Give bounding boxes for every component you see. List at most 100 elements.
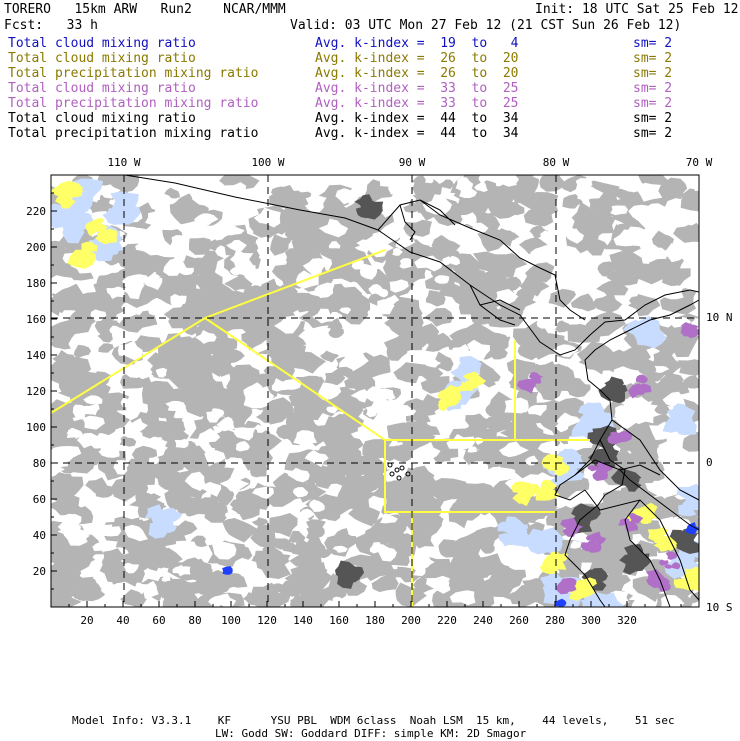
clear-gap — [570, 540, 582, 549]
clear-gap — [123, 524, 148, 542]
clear-gap — [554, 226, 568, 233]
gray-cloud-cell — [51, 528, 65, 540]
coastline — [584, 489, 700, 601]
gray-cloud-cell — [591, 291, 623, 313]
clear-gap — [211, 228, 232, 241]
dark-cloud-cell — [602, 384, 620, 397]
yellow-precip — [684, 566, 699, 580]
clear-gap — [271, 378, 292, 392]
gray-cloud-cell — [537, 361, 561, 377]
gray-cloud-cell — [328, 325, 344, 338]
x-tick-label: 260 — [509, 614, 529, 627]
gray-cloud-cell — [194, 293, 219, 310]
gray-cloud-cell — [529, 225, 549, 239]
clear-gap — [467, 446, 477, 453]
light-blue-cloud — [510, 531, 536, 548]
x-tick-label: 320 — [617, 614, 637, 627]
clear-gap — [637, 182, 663, 202]
clear-gap — [414, 255, 444, 272]
yellow-precip — [579, 582, 593, 592]
clear-gap — [247, 386, 275, 404]
light-blue-cloud — [678, 503, 697, 517]
clear-gap — [689, 181, 699, 191]
y-tick-label: 80 — [33, 457, 46, 470]
clear-gap — [202, 481, 222, 497]
purple-precip — [610, 431, 620, 437]
gray-cloud-cell — [473, 526, 502, 549]
clear-gap — [296, 180, 312, 193]
gray-cloud-cell — [190, 535, 208, 548]
clear-gap — [298, 328, 321, 345]
clear-gap — [412, 441, 441, 460]
footer-physics-info: LW: Godd SW: Goddard DIFF: simple KM: 2D… — [215, 727, 527, 740]
clear-gap — [296, 508, 315, 519]
clear-gap — [373, 288, 389, 298]
blue-cloud-core — [222, 566, 233, 575]
clear-gap — [175, 540, 197, 552]
yellow-precip — [511, 481, 538, 494]
clear-gap — [309, 499, 325, 512]
y-tick-label: 140 — [26, 349, 46, 362]
clear-gap — [232, 557, 258, 578]
legend-sm-6: sm= 2 — [633, 126, 673, 141]
clear-gap — [425, 177, 434, 184]
gray-cloud-cell — [269, 513, 298, 538]
gray-cloud-cell — [438, 539, 468, 559]
gray-cloud-cell — [677, 359, 699, 377]
light-blue-cloud — [673, 403, 693, 417]
clear-gap — [211, 541, 237, 560]
gray-cloud-cell — [659, 372, 684, 387]
clear-gap — [98, 184, 121, 199]
gray-cloud-cell — [207, 381, 232, 400]
yellow-precip — [67, 249, 94, 269]
gray-cloud-cell — [521, 578, 545, 596]
gray-cloud-cell — [360, 557, 394, 582]
clear-gap — [184, 471, 206, 491]
nest-domain-boundary — [384, 440, 555, 513]
purple-precip — [634, 388, 645, 395]
clear-gap — [138, 580, 159, 599]
clear-gap — [167, 400, 187, 411]
gray-cloud-cell — [51, 320, 81, 343]
gray-cloud-cell — [518, 237, 548, 255]
gray-cloud-cell — [413, 576, 441, 594]
light-blue-cloud — [588, 402, 605, 415]
coastline — [619, 469, 700, 531]
gray-cloud-cell — [516, 175, 539, 193]
purple-precip — [681, 328, 692, 337]
purple-precip — [516, 378, 537, 394]
x-tick-label: 40 — [116, 614, 129, 627]
clear-gap — [211, 563, 223, 571]
clear-gap — [98, 446, 120, 458]
yellow-precip — [515, 492, 531, 504]
clear-gap — [379, 207, 398, 218]
clear-gap — [339, 307, 352, 315]
island-outline — [399, 465, 405, 471]
gray-cloud-cell — [660, 262, 691, 286]
gray-cloud-cell — [611, 188, 631, 203]
gray-cloud-cell — [173, 557, 208, 577]
gray-cloud-cell — [425, 290, 446, 307]
clear-gap — [610, 205, 628, 216]
coastline — [539, 267, 586, 321]
purple-precip — [671, 562, 681, 570]
purple-precip — [665, 551, 678, 560]
yellow-precip — [652, 526, 668, 537]
clear-gap — [530, 245, 552, 260]
gray-cloud-cell — [51, 430, 63, 444]
clear-gap — [346, 338, 360, 348]
dark-cloud-cell — [597, 448, 620, 463]
clear-gap — [224, 224, 245, 236]
yellow-precip — [456, 381, 474, 392]
gray-cloud-cell — [520, 192, 559, 216]
gray-cloud-cell — [120, 589, 147, 607]
gray-cloud-cell — [604, 558, 628, 578]
gray-cloud-cell — [224, 274, 253, 291]
gray-cloud-cell — [251, 527, 275, 542]
clear-gap — [155, 367, 168, 378]
clear-gap — [325, 483, 343, 497]
dark-cloud-cell — [671, 536, 699, 554]
clear-gap — [399, 258, 413, 269]
coastline — [124, 174, 700, 356]
gray-cloud-cell — [120, 371, 151, 389]
